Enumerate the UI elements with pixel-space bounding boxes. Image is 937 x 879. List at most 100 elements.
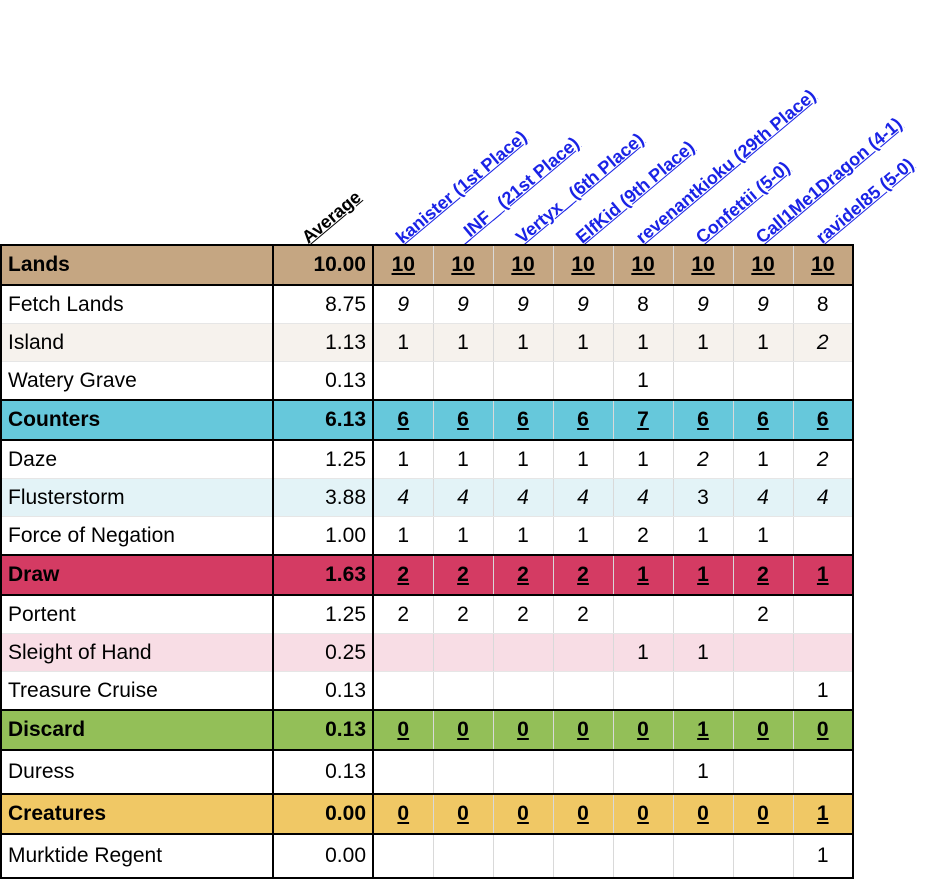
category-total: 2 (372, 554, 434, 596)
card-count (492, 749, 554, 795)
category-total: 0 (732, 709, 794, 751)
card-count: 8 (612, 284, 674, 324)
category-total: 10 (612, 244, 674, 286)
card-count: 9 (432, 284, 494, 324)
card-count (372, 749, 434, 795)
card-count: 1 (672, 633, 734, 672)
card-count: 1 (372, 439, 434, 479)
card-count: 2 (492, 594, 554, 634)
card-count (792, 633, 854, 672)
card-count (792, 361, 854, 401)
card-count: 1 (372, 516, 434, 556)
card-count: 2 (612, 516, 674, 556)
card-name[interactable]: Force of Negation (0, 516, 274, 556)
category-total: 10 (552, 244, 614, 286)
card-name[interactable]: Flusterstorm (0, 478, 274, 517)
card-count: 4 (432, 478, 494, 517)
card-name[interactable]: Fetch Lands (0, 284, 274, 324)
category-total: 0 (552, 793, 614, 835)
category-total: 6 (672, 399, 734, 441)
card-name[interactable]: Island (0, 323, 274, 362)
category-name[interactable]: Discard (0, 709, 274, 751)
card-count: 2 (792, 323, 854, 362)
card-count: 1 (432, 516, 494, 556)
card-average: 0.25 (272, 633, 374, 672)
card-average: 3.88 (272, 478, 374, 517)
card-average: 0.13 (272, 749, 374, 795)
card-name[interactable]: Watery Grave (0, 361, 274, 401)
card-count: 1 (612, 633, 674, 672)
card-count (552, 671, 614, 711)
card-count: 4 (732, 478, 794, 517)
category-row: Draw 1.63 2 2 2 2 1 1 2 1 (0, 554, 854, 596)
card-count (612, 671, 674, 711)
card-name[interactable]: Duress (0, 749, 274, 795)
card-count: 4 (372, 478, 434, 517)
card-count (432, 749, 494, 795)
category-name[interactable]: Counters (0, 399, 274, 441)
card-row: Murktide Regent 0.00 1 (0, 833, 854, 879)
card-count: 1 (432, 323, 494, 362)
card-count: 2 (672, 439, 734, 479)
category-total: 0 (492, 793, 554, 835)
card-count (552, 749, 614, 795)
card-name[interactable]: Portent (0, 594, 274, 634)
category-row: Lands 10.00 10 10 10 10 10 10 10 10 (0, 244, 854, 286)
card-row: Portent 1.25 2 2 2 2 2 (0, 594, 854, 634)
card-count: 1 (792, 671, 854, 711)
column-header: Average kanister (1st Place) _INF_ (21st… (0, 0, 937, 247)
card-count (492, 833, 554, 879)
card-count: 9 (372, 284, 434, 324)
card-count: 2 (372, 594, 434, 634)
category-row: Creatures 0.00 0 0 0 0 0 0 0 1 (0, 793, 854, 835)
card-row: Watery Grave 0.13 1 (0, 361, 854, 401)
category-total: 0 (672, 793, 734, 835)
card-count: 1 (792, 833, 854, 879)
card-count: 4 (492, 478, 554, 517)
category-total: 10 (672, 244, 734, 286)
card-average: 0.13 (272, 361, 374, 401)
card-count: 3 (672, 478, 734, 517)
card-name[interactable]: Murktide Regent (0, 833, 274, 879)
card-count: 1 (372, 323, 434, 362)
category-average: 1.63 (272, 554, 374, 596)
card-row: Island 1.13 1 1 1 1 1 1 1 2 (0, 323, 854, 362)
category-name[interactable]: Draw (0, 554, 274, 596)
category-total: 10 (732, 244, 794, 286)
category-name[interactable]: Lands (0, 244, 274, 286)
category-total: 0 (372, 793, 434, 835)
card-count (492, 633, 554, 672)
category-name[interactable]: Creatures (0, 793, 274, 835)
category-total: 6 (792, 399, 854, 441)
card-name[interactable]: Treasure Cruise (0, 671, 274, 711)
category-total: 0 (372, 709, 434, 751)
card-average: 1.13 (272, 323, 374, 362)
category-average: 0.00 (272, 793, 374, 835)
category-total: 10 (432, 244, 494, 286)
card-count: 9 (732, 284, 794, 324)
card-count (732, 361, 794, 401)
category-total: 6 (732, 399, 794, 441)
card-average: 1.00 (272, 516, 374, 556)
card-count (372, 361, 434, 401)
card-count: 1 (672, 516, 734, 556)
category-total: 0 (432, 709, 494, 751)
category-total: 0 (612, 709, 674, 751)
card-count: 1 (612, 323, 674, 362)
card-count (732, 671, 794, 711)
card-count (792, 516, 854, 556)
card-name[interactable]: Sleight of Hand (0, 633, 274, 672)
category-total: 6 (372, 399, 434, 441)
card-count: 2 (792, 439, 854, 479)
card-count (672, 671, 734, 711)
category-total: 0 (612, 793, 674, 835)
category-total: 2 (732, 554, 794, 596)
average-header: Average (298, 186, 365, 248)
category-total: 0 (732, 793, 794, 835)
card-count: 1 (612, 361, 674, 401)
category-total: 1 (672, 709, 734, 751)
category-total: 10 (372, 244, 434, 286)
card-count (612, 594, 674, 634)
card-count (792, 594, 854, 634)
card-name[interactable]: Daze (0, 439, 274, 479)
